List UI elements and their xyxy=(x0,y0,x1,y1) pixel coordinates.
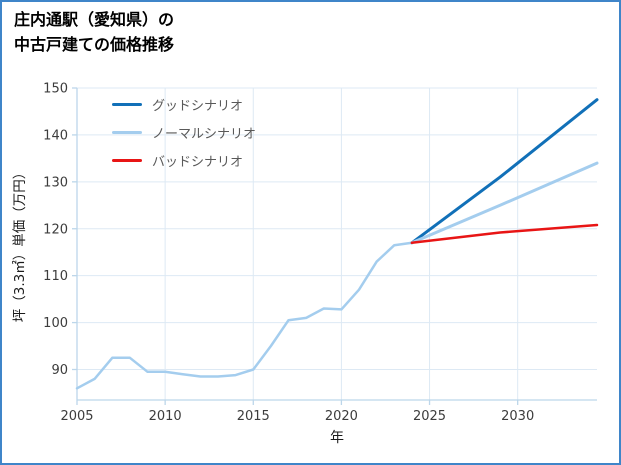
x-tick-label: 2030 xyxy=(501,409,534,424)
series-line-good xyxy=(410,98,599,245)
chart-legend: グッドシナリオ ノーマルシナリオ バッドシナリオ xyxy=(112,90,256,174)
legend-item-normal: ノーマルシナリオ xyxy=(112,118,256,146)
y-tick-label: 120 xyxy=(43,222,68,237)
x-tick-label: 2015 xyxy=(237,409,270,424)
y-tick-label: 130 xyxy=(43,175,68,190)
legend-label-good: グッドシナリオ xyxy=(152,98,244,114)
y-tick-label: 150 xyxy=(43,82,68,97)
x-tick-label: 2005 xyxy=(60,409,93,424)
series-line-history xyxy=(75,241,414,390)
y-tick-label: 90 xyxy=(51,363,68,378)
legend-swatch-normal xyxy=(112,130,142,134)
x-tick-label: 2020 xyxy=(325,409,358,424)
legend-item-bad: バッドシナリオ xyxy=(112,146,256,174)
series-line-normal xyxy=(410,161,599,245)
chart-title: 庄内通駅（愛知県）の 中古戸建ての価格推移 xyxy=(14,8,174,58)
y-tick-label: 100 xyxy=(43,316,68,331)
legend-swatch-good xyxy=(112,102,142,106)
series-line-bad xyxy=(410,223,599,245)
chart-title-line2: 中古戸建ての価格推移 xyxy=(14,34,175,54)
legend-label-normal: ノーマルシナリオ xyxy=(152,126,257,142)
x-axis-title: 年 xyxy=(330,430,344,446)
x-tick-label: 2025 xyxy=(413,409,446,424)
chart-title-line1: 庄内通駅（愛知県）の xyxy=(14,10,175,29)
x-tick-label: 2010 xyxy=(149,409,182,424)
legend-swatch-bad xyxy=(112,158,142,162)
legend-label-bad: バッドシナリオ xyxy=(152,154,244,170)
legend-item-good: グッドシナリオ xyxy=(112,90,256,118)
y-tick-label: 140 xyxy=(43,128,68,143)
y-axis-title: 坪（3.3㎡）単価（万円） xyxy=(12,165,28,323)
y-tick-label: 110 xyxy=(43,269,68,284)
